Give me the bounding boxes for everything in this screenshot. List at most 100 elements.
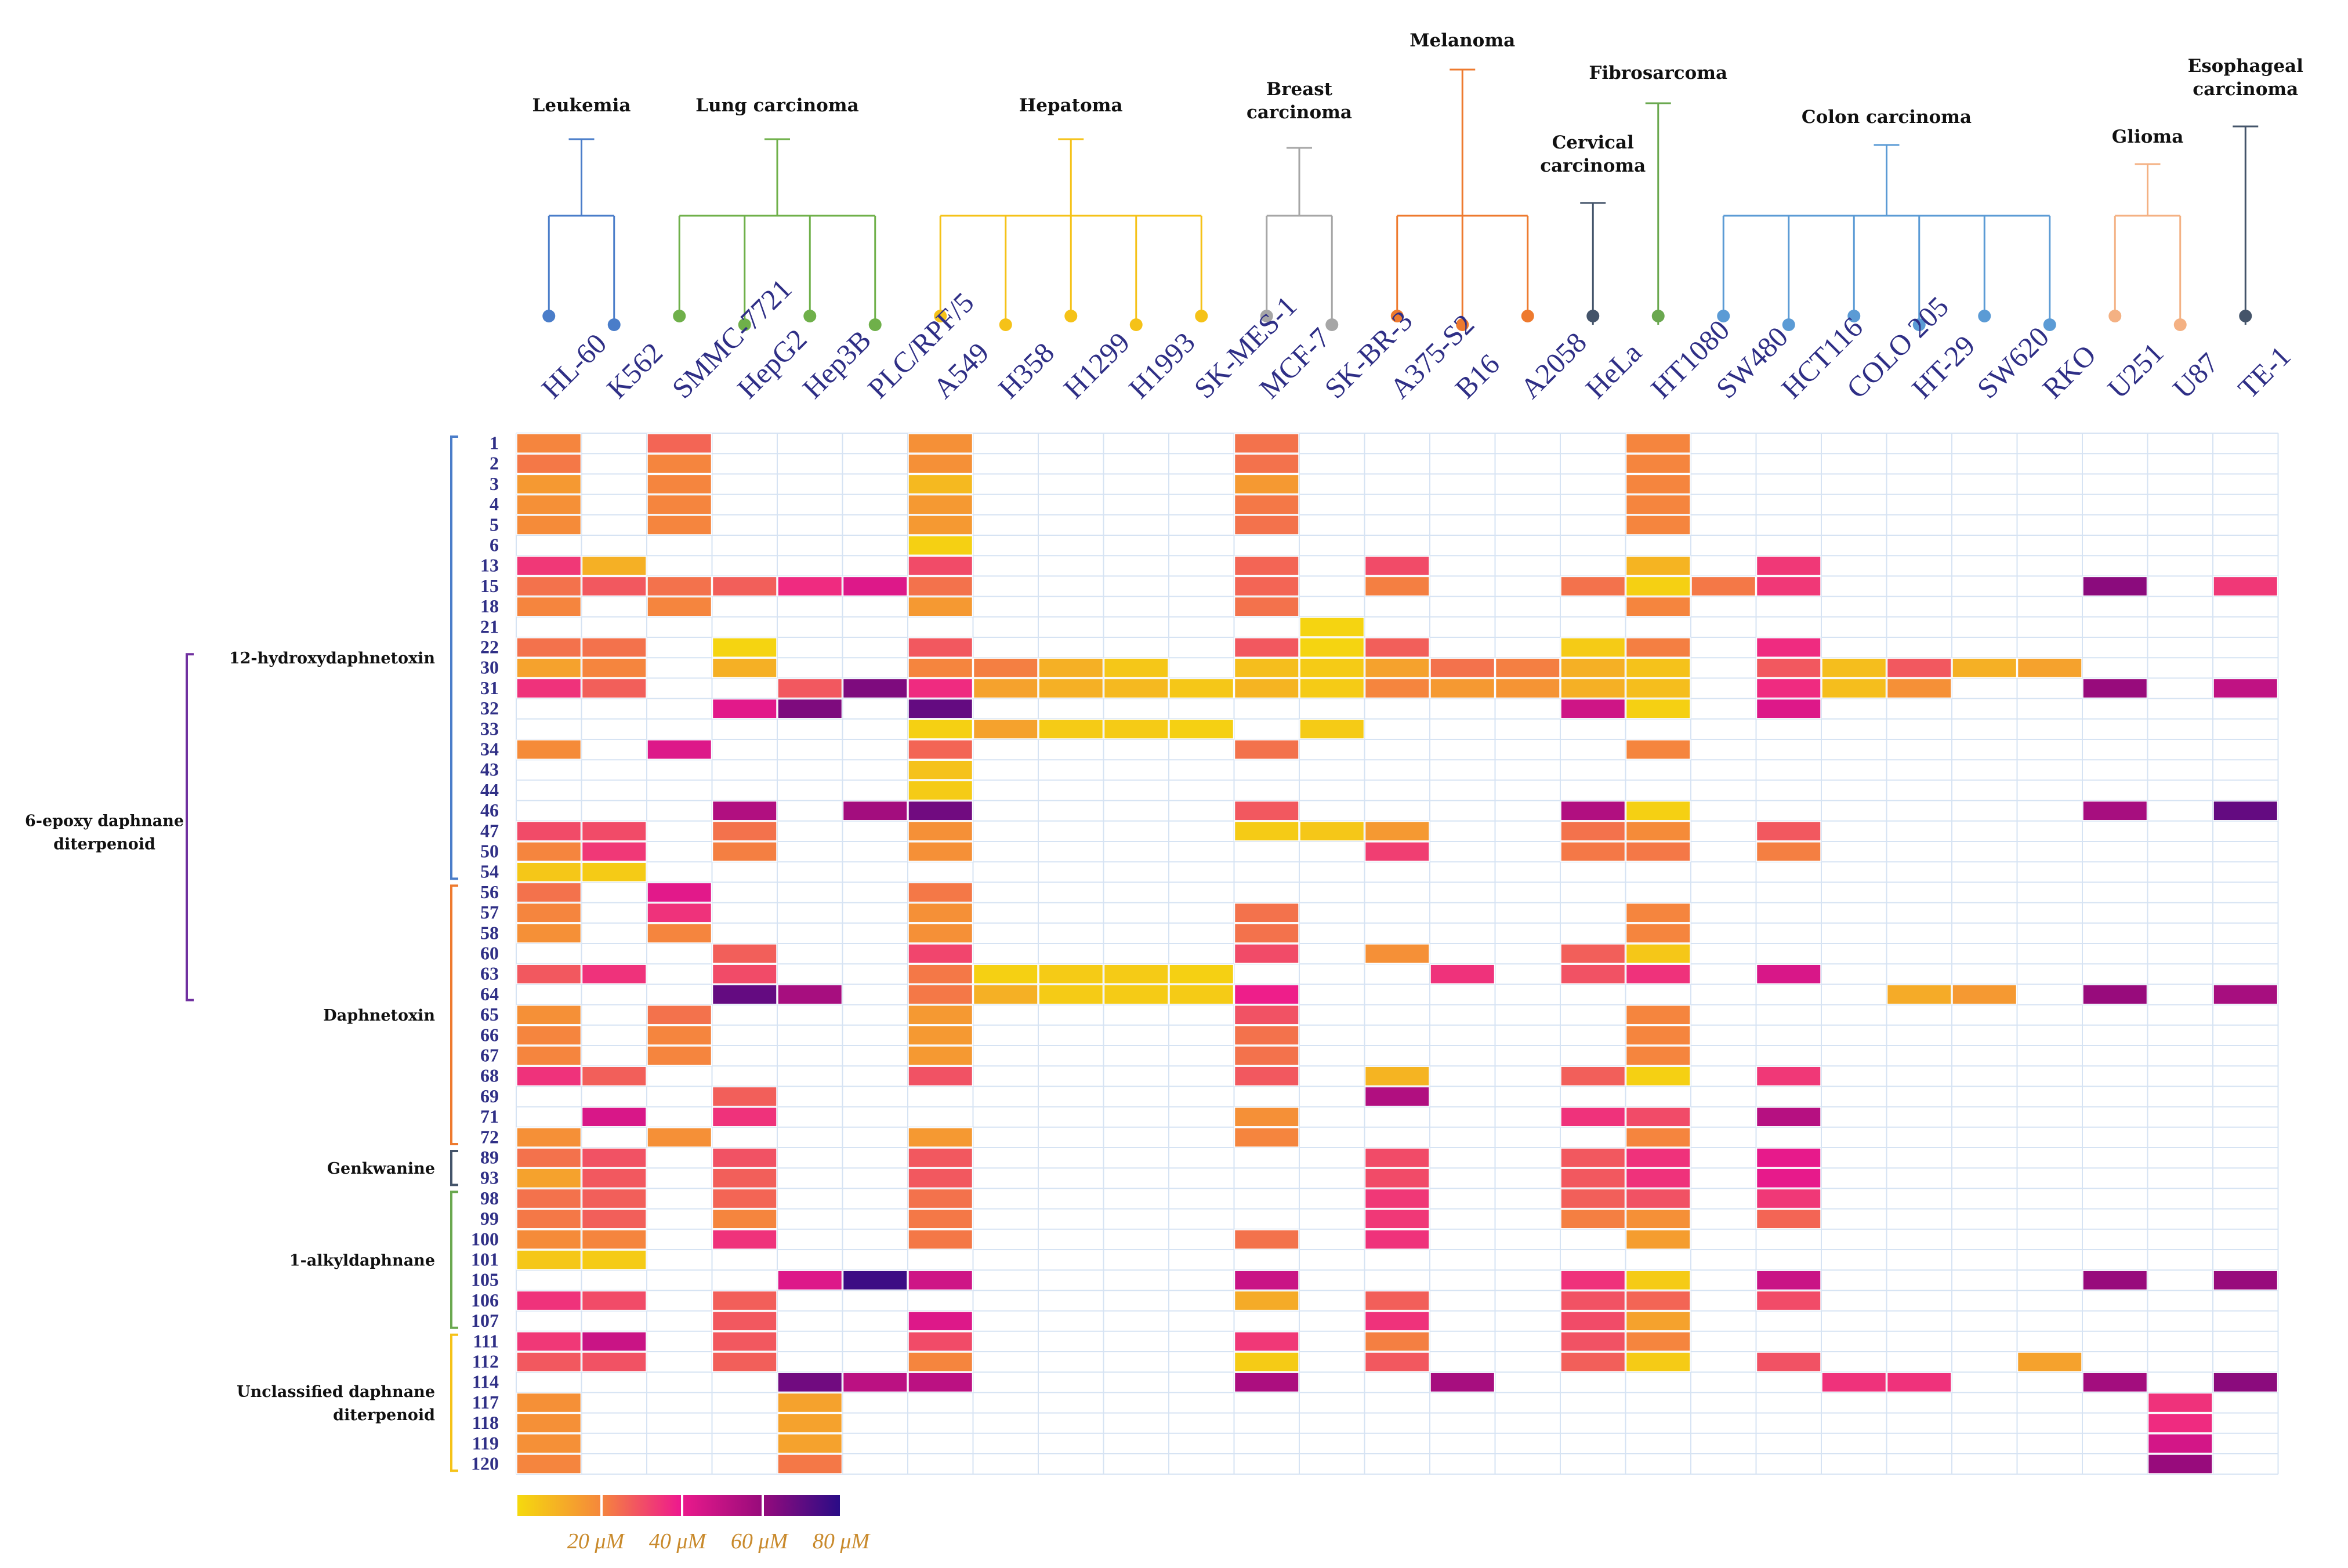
compound-label: 89 [480, 1146, 499, 1167]
heatmap-cell [908, 433, 973, 453]
heatmap-cell [1625, 1004, 1691, 1025]
heatmap-cell [1625, 841, 1691, 862]
compound-label: 99 [480, 1208, 499, 1229]
heatmap-cell [1625, 576, 1691, 597]
heatmap-cell [2082, 800, 2148, 821]
heatmap-cell [647, 576, 712, 597]
heatmap-cell [1364, 678, 1430, 699]
heatmap-cell [581, 862, 647, 883]
heatmap-cell [1952, 984, 2017, 1005]
heatmap-cell [1560, 678, 1626, 699]
heatmap-cell [516, 678, 582, 699]
heatmap-cell [908, 1188, 973, 1209]
heatmap-cell [1625, 800, 1691, 821]
heatmap-cell [647, 923, 712, 943]
color-legend: 20 μM 40 μM 60 μM 80 μM [517, 1495, 871, 1554]
heatmap-cell [1234, 1372, 1299, 1393]
heatmap-cell [1038, 678, 1104, 699]
cell-line-dot [868, 318, 882, 331]
heatmap-cell [1625, 1066, 1691, 1087]
heatmap-cell [1952, 658, 2017, 678]
heatmap-cell [581, 1148, 647, 1168]
heatmap-cell [581, 576, 647, 597]
heatmap-cell [1560, 1168, 1626, 1189]
heatmap-cell [1886, 984, 1952, 1005]
legend-gradient-bar [517, 1495, 840, 1516]
heatmap-cell [1364, 637, 1430, 658]
heatmap-cell [1625, 1148, 1691, 1168]
heatmap-cell [647, 494, 712, 515]
heatmap-cell [1234, 474, 1299, 495]
heatmap-cell [581, 1106, 647, 1127]
heatmap-cell [1103, 658, 1169, 678]
compound-group-brackets: 12-hydroxydaphnetoxin Daphnetoxin Genkwani… [25, 435, 458, 1472]
heatmap-cell [908, 923, 973, 943]
heatmap-cell [908, 1004, 973, 1025]
heatmap-cell [581, 821, 647, 841]
heatmap-cell [1625, 1168, 1691, 1189]
heatmap-cell [1625, 1290, 1691, 1311]
heatmap-cell [1625, 1127, 1691, 1148]
cancer-type-label: Breast [1266, 79, 1333, 100]
cancer-type-label: Glioma [2112, 126, 2184, 147]
heatmap-cell [1625, 596, 1691, 617]
heatmap-cell [908, 1270, 973, 1291]
heatmap-cell [1625, 1106, 1691, 1127]
cell-line-label: H358 [992, 336, 1060, 405]
heatmap-cell [581, 1188, 647, 1209]
heatmap-cell [1234, 556, 1299, 576]
heatmap-cell [1625, 658, 1691, 678]
cell-line-dot [2239, 310, 2252, 322]
heatmap-cell [973, 719, 1038, 739]
heatmap-cell [516, 494, 582, 515]
heatmap-cell [2082, 984, 2148, 1005]
heatmap-cell [1234, 943, 1299, 964]
heatmap-cell [1234, 1004, 1299, 1025]
compound-label: 66 [480, 1024, 499, 1045]
heatmap-cell [581, 1250, 647, 1270]
heatmap-cell [1234, 800, 1299, 821]
subgroup-label: diterpenoid [333, 1406, 435, 1424]
heatmap-cell [1560, 1148, 1626, 1168]
heatmap-cell [908, 964, 973, 985]
cell-line-label: SW620 [1970, 320, 2055, 405]
heatmap-cell [2213, 1270, 2278, 1291]
heatmap-cell [1756, 576, 1821, 597]
heatmap-cell [712, 800, 777, 821]
legend-tick-label: 60 μM [731, 1529, 789, 1554]
heatmap-cell [712, 1188, 777, 1209]
compound-label: 56 [480, 881, 499, 902]
heatmap-cell [2082, 576, 2148, 597]
heatmap-cell [1625, 678, 1691, 699]
heatmap-cell [1299, 637, 1365, 658]
heatmap-cell [1364, 658, 1430, 678]
heatmap-cell [712, 1331, 777, 1352]
heatmap-cell [1625, 1311, 1691, 1331]
heatmap-cell [1625, 1025, 1691, 1046]
heatmap-cell [516, 923, 582, 943]
heatmap-cell [2082, 1372, 2148, 1393]
heatmap-cell [908, 1148, 973, 1168]
heatmap-cell [973, 984, 1038, 1005]
heatmap-cell [2017, 1352, 2082, 1372]
heatmap-cell [1756, 1168, 1821, 1189]
compound-label: 114 [472, 1371, 499, 1392]
heatmap-cell [1625, 698, 1691, 719]
heatmap-cell [516, 1148, 582, 1168]
heatmap-cell [1625, 433, 1691, 453]
heatmap-cell [516, 1025, 582, 1046]
subgroup-bracket [450, 884, 458, 1145]
heatmap-cell [1234, 1352, 1299, 1372]
heatmap-cell [842, 678, 908, 699]
heatmap-cell [1625, 821, 1691, 841]
heatmap-cell [1560, 943, 1626, 964]
cancer-type-label: Cervical [1552, 132, 1634, 153]
heatmap-cell [647, 882, 712, 903]
heatmap-cell [908, 678, 973, 699]
heatmap-cell [1625, 1046, 1691, 1066]
heatmap-cell [973, 678, 1038, 699]
compound-label: 22 [480, 636, 499, 657]
compound-label: 13 [480, 555, 499, 576]
heatmap-cell [712, 1311, 777, 1331]
cell-line-dot [2043, 318, 2056, 331]
